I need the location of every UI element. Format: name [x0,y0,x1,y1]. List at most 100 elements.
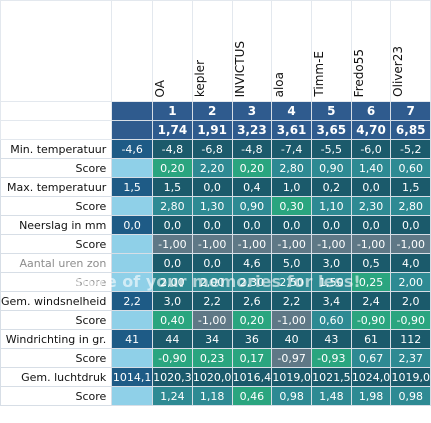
score-cell: 2,80 [152,196,193,216]
score-cell: -0,90 [390,310,431,330]
score-cell: -0,90 [350,310,392,330]
rank-cell: 7 [390,101,431,121]
forecast-value-cell: 36 [231,329,273,349]
score-cell: -0,90 [152,348,193,368]
forecast-value-cell: 3,0 [152,291,193,311]
forecast-value-cell: 0,0 [390,215,431,235]
row-label: Score [0,196,113,216]
forecast-value-cell: -6,8 [191,139,233,159]
score-row: Score 2,80 1,30 0,90 0,30 1,10 2,30 2,80 [0,196,431,216]
score-cell: -1,00 [191,310,233,330]
forecast-value-cell: 3,0 [310,253,352,273]
forecast-value-cell: 40 [271,329,312,349]
player-name: Timm-E [311,51,326,97]
measurement-row: Gem. windsnelheid 2,2 3,0 2,2 2,6 2,2 3,4 2,4 2,… [0,291,431,311]
rank-cell: 3 [231,101,273,121]
score-row: Score 0,40 -1,00 0,20 -1,00 0,60 -0,90 -0,90 [0,310,431,330]
player-header-cell: Oliver23 [390,0,431,102]
actual-value-cell [111,253,154,273]
forecast-value-cell: 43 [310,329,352,349]
forecast-value-cell: 2,4 [350,291,392,311]
rank-cell: 4 [271,101,312,121]
actual-value-cell: 1014,1 [111,367,154,387]
total-own-cell [111,120,154,140]
score-cell: 0,60 [310,310,352,330]
corner-cell [0,0,113,102]
total-score-cell: 3,61 [271,120,312,140]
score-cell: 0,30 [271,196,312,216]
score-cell: 0,20 [152,158,193,178]
forecast-value-cell: -4,8 [152,139,193,159]
row-label: Score [0,348,113,368]
score-cell: -0,97 [271,348,312,368]
row-label: Score [0,272,113,292]
player-name: Fredo55 [351,48,366,97]
player-header-cell: INVICTUS [231,0,273,102]
score-cell: 1,30 [191,196,233,216]
forecast-value-cell: 0,0 [152,253,193,273]
forecast-value-cell: 0,0 [191,215,233,235]
forecast-value-cell: 2,2 [191,291,233,311]
forecast-value-cell: 4,6 [231,253,273,273]
score-cell: 0,90 [231,196,273,216]
total-score-cell: 1,91 [191,120,233,140]
measurement-row: Gem. luchtdruk 1014,1 1020,3 1020,0 1016,4 10… [0,367,431,387]
score-cell: 1,98 [350,386,392,406]
score-cell: 0,98 [271,386,312,406]
actual-value-cell [111,272,154,292]
forecast-score-table: OA kepler INVICTUS aloa Timm-E Fredo55 Oliver2… [0,0,431,406]
forecast-value-cell: 2,0 [390,291,431,311]
score-cell: -1,00 [231,234,273,254]
total-score-cell: 4,70 [350,120,392,140]
score-cell: 0,67 [350,348,392,368]
score-row: Score 1,24 1,18 0,46 0,98 1,48 1,98 0,98 [0,386,431,406]
forecast-value-cell: 1024,0 [350,367,392,387]
score-row: Score -1,00 -1,00 -1,00 -1,00 -1,00 -1,00 -1,00 [0,234,431,254]
forecast-value-cell: 1019,0 [390,367,431,387]
total-score-cell: 6,85 [390,120,431,140]
forecast-value-cell: 0,4 [231,177,273,197]
forecast-value-cell: 2,6 [231,291,273,311]
score-cell: 0,23 [191,348,233,368]
forecast-value-cell: -5,5 [310,139,352,159]
forecast-value-cell: 61 [350,329,392,349]
forecast-value-cell: 0,0 [310,215,352,235]
score-cell: 0,20 [231,310,273,330]
score-cell: 2,20 [191,158,233,178]
forecast-value-cell: 1019,0 [271,367,312,387]
score-cell: 1,50 [310,272,352,292]
forecast-value-cell: 0,0 [191,177,233,197]
forecast-value-cell: 2,2 [271,291,312,311]
forecast-value-cell: 1,5 [390,177,431,197]
score-cell: 2,37 [390,348,431,368]
row-label: Score [0,158,113,178]
own-column-header [111,0,154,102]
rank-label-cell [0,101,113,121]
forecast-value-cell: 0,0 [350,177,392,197]
rank-own-cell [111,101,154,121]
forecast-value-cell: 3,4 [310,291,352,311]
measurement-row: Aantal uren zon 0,0 0,0 4,6 5,0 3,0 0,5 4,0 [0,253,431,273]
forecast-value-cell: 1020,0 [191,367,233,387]
score-cell: 0,40 [152,310,193,330]
actual-value-cell [111,196,154,216]
forecast-value-cell: 0,2 [310,177,352,197]
row-label: Min. temperatuur [0,139,113,159]
score-cell: -1,00 [390,234,431,254]
player-name: Oliver23 [391,46,406,97]
total-score-row: 1,74 1,91 3,23 3,61 3,65 4,70 6,85 [0,120,431,140]
score-cell: 1,40 [350,158,392,178]
forecast-value-cell: 34 [191,329,233,349]
forecast-value-cell: -4,8 [231,139,273,159]
score-cell: 2,50 [271,272,312,292]
forecast-value-cell: 0,0 [231,215,273,235]
total-score-cell: 3,65 [310,120,352,140]
forecast-value-cell: 0,0 [152,215,193,235]
player-name: OA [153,79,168,97]
forecast-value-cell: 1,0 [271,177,312,197]
measurement-row: Min. temperatuur -4,6 -4,8 -6,8 -4,8 -7,4 -5,5… [0,139,431,159]
player-header-cell: Timm-E [310,0,352,102]
actual-value-cell: 2,2 [111,291,154,311]
